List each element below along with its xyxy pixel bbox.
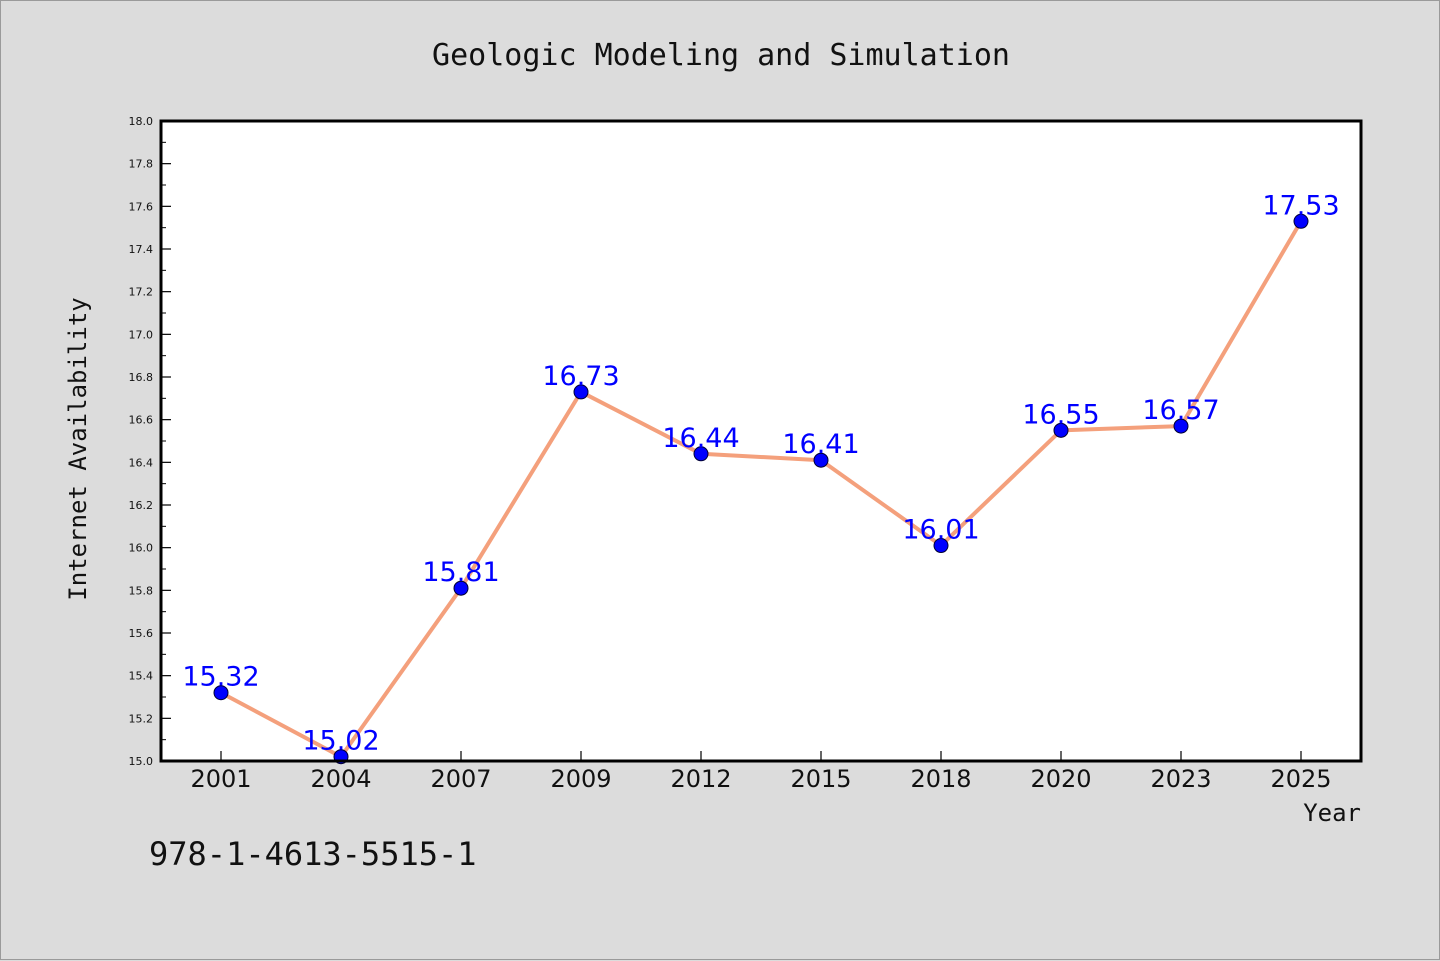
data-label: 15.81 — [422, 557, 499, 588]
y-tick-label: 17.2 — [129, 286, 154, 299]
series-line — [220, 220, 1303, 759]
x-tick-label: 2018 — [910, 765, 971, 793]
data-point — [573, 384, 589, 400]
x-tick-label: 2025 — [1270, 765, 1331, 793]
x-tick-label: 2007 — [430, 765, 491, 793]
data-point — [813, 452, 829, 468]
data-label: 16.01 — [902, 515, 979, 546]
y-tick-label: 15.2 — [129, 712, 154, 725]
data-label: 17.53 — [1262, 190, 1339, 221]
data-point — [453, 580, 469, 596]
y-tick-label: 15.8 — [129, 584, 154, 597]
plot-border — [159, 119, 1363, 763]
y-tick-label: 17.8 — [129, 158, 154, 171]
y-tick-label: 15.4 — [129, 670, 154, 683]
plot-area — [161, 121, 1361, 761]
data-label: 16.41 — [782, 429, 859, 460]
x-tick-label: 2012 — [670, 765, 731, 793]
y-tick-label: 16.2 — [129, 499, 154, 512]
data-label: 16.44 — [662, 423, 739, 454]
x-tick-label: 2004 — [310, 765, 371, 793]
x-axis: 2001 2004 2007 2009 2012 2015 2018 2020 2023 2025 — [190, 751, 1332, 793]
y-axis-label: Internet Availability — [64, 297, 92, 600]
y-axis: 15.0 15.2 15.4 15.6 15.8 16.0 16.2 16.4 16.6 16.8… — [129, 115, 171, 768]
data-labels: 15.32 15.02 15.81 16.73 16.44 16.41 16.01 16.55… — [182, 190, 1339, 756]
x-tick-label: 2009 — [550, 765, 611, 793]
y-tick-label: 16.8 — [129, 371, 154, 384]
x-tick-label: 2001 — [190, 765, 251, 793]
y-tick-label: 17.0 — [129, 328, 154, 341]
y-tick-label: 17.6 — [129, 200, 154, 213]
data-point — [1053, 422, 1069, 438]
y-tick-label: 18.0 — [129, 115, 154, 128]
data-label: 16.73 — [542, 361, 619, 392]
x-tick-label: 2015 — [790, 765, 851, 793]
data-label: 15.32 — [182, 662, 259, 693]
y-tick-label: 15.6 — [129, 627, 154, 640]
y-tick-label: 17.4 — [129, 243, 154, 256]
data-label: 15.02 — [302, 726, 379, 757]
x-tick-label: 2023 — [1150, 765, 1211, 793]
y-tick-label: 16.4 — [129, 456, 154, 469]
data-label: 16.57 — [1142, 395, 1219, 426]
data-label: 16.55 — [1022, 399, 1099, 430]
y-tick-label: 16.0 — [129, 542, 154, 555]
data-point — [213, 685, 229, 701]
x-tick-label: 2020 — [1030, 765, 1091, 793]
data-point — [1293, 213, 1309, 229]
data-point — [693, 446, 709, 462]
data-point — [933, 538, 949, 554]
isbn-text: 978-1-4613-5515-1 — [149, 835, 477, 873]
y-tick-label: 15.0 — [129, 755, 154, 768]
x-axis-label: Year — [1303, 799, 1361, 827]
chart-title: Geologic Modeling and Simulation — [432, 38, 1010, 73]
y-tick-label: 16.6 — [129, 414, 154, 427]
data-point — [1173, 418, 1189, 434]
